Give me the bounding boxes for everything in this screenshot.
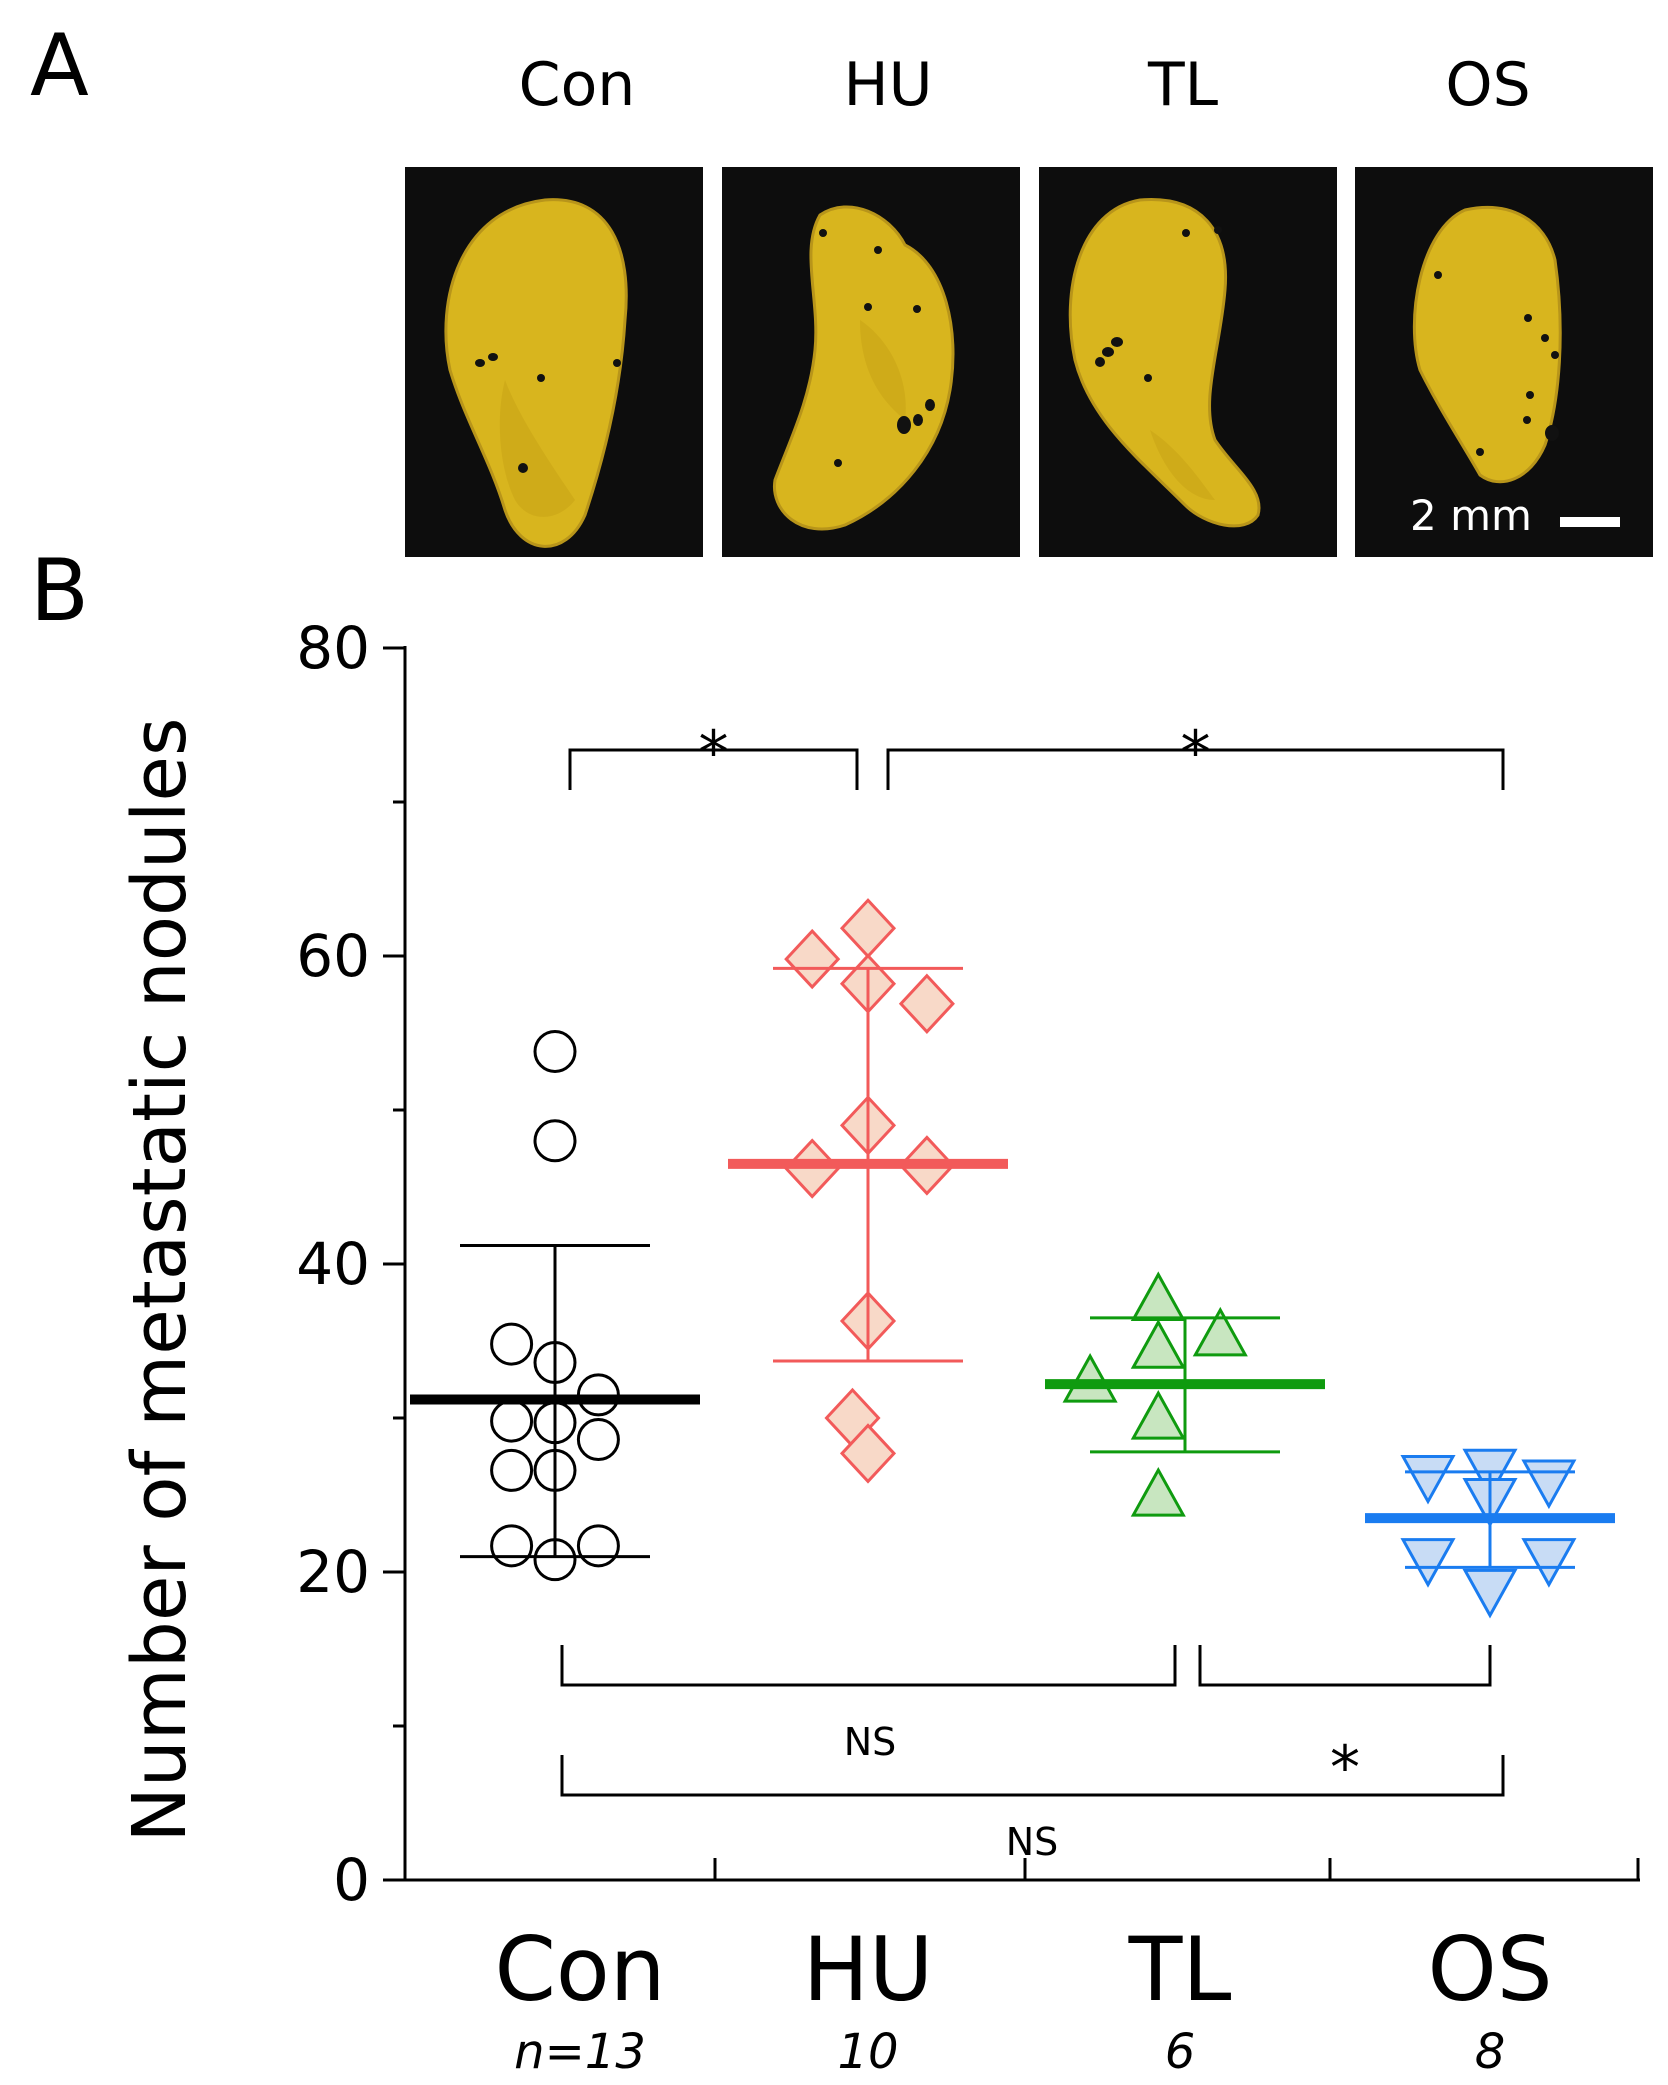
x-category-label-hu: HU bbox=[803, 1918, 934, 2021]
bracket-con-tl: NS bbox=[560, 1645, 1177, 1764]
data-point bbox=[1062, 1353, 1118, 1403]
bracket-line bbox=[560, 1755, 1505, 1797]
bracket-con-os: NS bbox=[560, 1755, 1505, 1864]
data-point bbox=[784, 928, 841, 990]
bracket-line bbox=[560, 1645, 1177, 1687]
y-tick-label: 80 bbox=[296, 614, 370, 682]
data-point bbox=[898, 973, 955, 1034]
panel-label-b: B bbox=[30, 541, 89, 641]
bracket-line bbox=[1198, 1645, 1492, 1687]
photo-hu bbox=[722, 167, 1020, 557]
lung-lobe-con bbox=[444, 198, 628, 548]
sample-size-label-con: n=13 bbox=[514, 2024, 646, 2080]
sample-size-label-tl: 6 bbox=[1165, 2024, 1196, 2080]
nodules-tl bbox=[1095, 226, 1222, 382]
plot-area bbox=[410, 898, 1615, 1619]
nodules-os bbox=[1434, 271, 1559, 456]
data-point bbox=[1130, 1319, 1186, 1369]
photo-label-tl: TL bbox=[1147, 50, 1219, 120]
nodules-con bbox=[475, 353, 621, 473]
data-point bbox=[1130, 1389, 1186, 1440]
data-point bbox=[839, 898, 897, 959]
data-point bbox=[1521, 1459, 1577, 1510]
lung-lobe-tl bbox=[1068, 198, 1261, 528]
bracket-line bbox=[886, 748, 1505, 790]
photo-os: 2 mm bbox=[1355, 167, 1653, 557]
data-point bbox=[576, 1418, 620, 1462]
photo-label-os: OS bbox=[1445, 50, 1530, 120]
not-significant-label: NS bbox=[844, 1720, 897, 1764]
sample-size-label-os: 8 bbox=[1475, 2024, 1506, 2080]
series-tl bbox=[1045, 1271, 1325, 1517]
photo-tl bbox=[1039, 167, 1337, 557]
bracket-tl-os: * bbox=[1198, 1645, 1492, 1803]
photo-group-labels: Con HU TL OS bbox=[519, 50, 1531, 120]
lung-lobe-tl-shade bbox=[1150, 430, 1215, 500]
series-os bbox=[1365, 1448, 1615, 1619]
data-point bbox=[533, 1119, 577, 1163]
y-axis-label: Number of metastatic nodules bbox=[117, 718, 203, 1843]
data-point bbox=[533, 1029, 577, 1073]
y-tick-label: 40 bbox=[296, 1230, 370, 1298]
significance-star: * bbox=[699, 718, 729, 788]
scale-bar-label: 2 mm bbox=[1410, 491, 1532, 540]
photo-label-hu: HU bbox=[843, 50, 932, 120]
nodules-hu bbox=[819, 229, 935, 467]
bracket-con-hu: * bbox=[568, 718, 859, 790]
y-tick-label: 20 bbox=[296, 1538, 370, 1606]
panel-label-a: A bbox=[30, 16, 89, 116]
data-point bbox=[1192, 1306, 1248, 1357]
series-hu bbox=[728, 898, 1008, 1484]
lung-lobe-hu-shade bbox=[860, 320, 906, 420]
y-tick-label: 60 bbox=[296, 922, 370, 990]
data-point bbox=[576, 1524, 620, 1568]
x-category-label-tl: TL bbox=[1128, 1918, 1232, 2021]
data-point bbox=[490, 1524, 534, 1568]
x-category-label-con: Con bbox=[494, 1918, 665, 2021]
data-point bbox=[1130, 1271, 1186, 1321]
data-point bbox=[1400, 1454, 1456, 1505]
series-con bbox=[410, 1029, 700, 1582]
scale-bar bbox=[1560, 517, 1620, 527]
photo-con bbox=[405, 167, 703, 557]
comparison-brackets: * * NS * NS bbox=[560, 718, 1505, 1864]
data-point bbox=[490, 1448, 534, 1492]
data-point bbox=[839, 1423, 897, 1484]
lung-lobe-hu bbox=[772, 205, 955, 531]
bracket-line bbox=[568, 748, 859, 790]
bracket-hu-os: * bbox=[886, 718, 1505, 790]
significance-star: * bbox=[1330, 1733, 1360, 1803]
photo-label-con: Con bbox=[519, 50, 636, 120]
data-point bbox=[490, 1399, 534, 1443]
significance-star: * bbox=[1181, 718, 1211, 788]
lung-lobe-os bbox=[1412, 205, 1562, 484]
data-point bbox=[490, 1322, 534, 1366]
chart: Number of metastatic nodules 0 20 40 60 80 Co… bbox=[117, 614, 1640, 2080]
sample-size-label-hu: 10 bbox=[837, 2024, 898, 2080]
not-significant-label: NS bbox=[1006, 1820, 1059, 1864]
y-tick-label: 0 bbox=[333, 1846, 370, 1914]
data-point bbox=[1521, 1538, 1577, 1588]
lung-lobe-con-shade bbox=[499, 380, 575, 517]
data-point bbox=[1400, 1538, 1456, 1588]
data-point bbox=[1130, 1466, 1186, 1517]
data-point bbox=[1462, 1568, 1518, 1619]
x-category-label-os: OS bbox=[1427, 1918, 1552, 2021]
